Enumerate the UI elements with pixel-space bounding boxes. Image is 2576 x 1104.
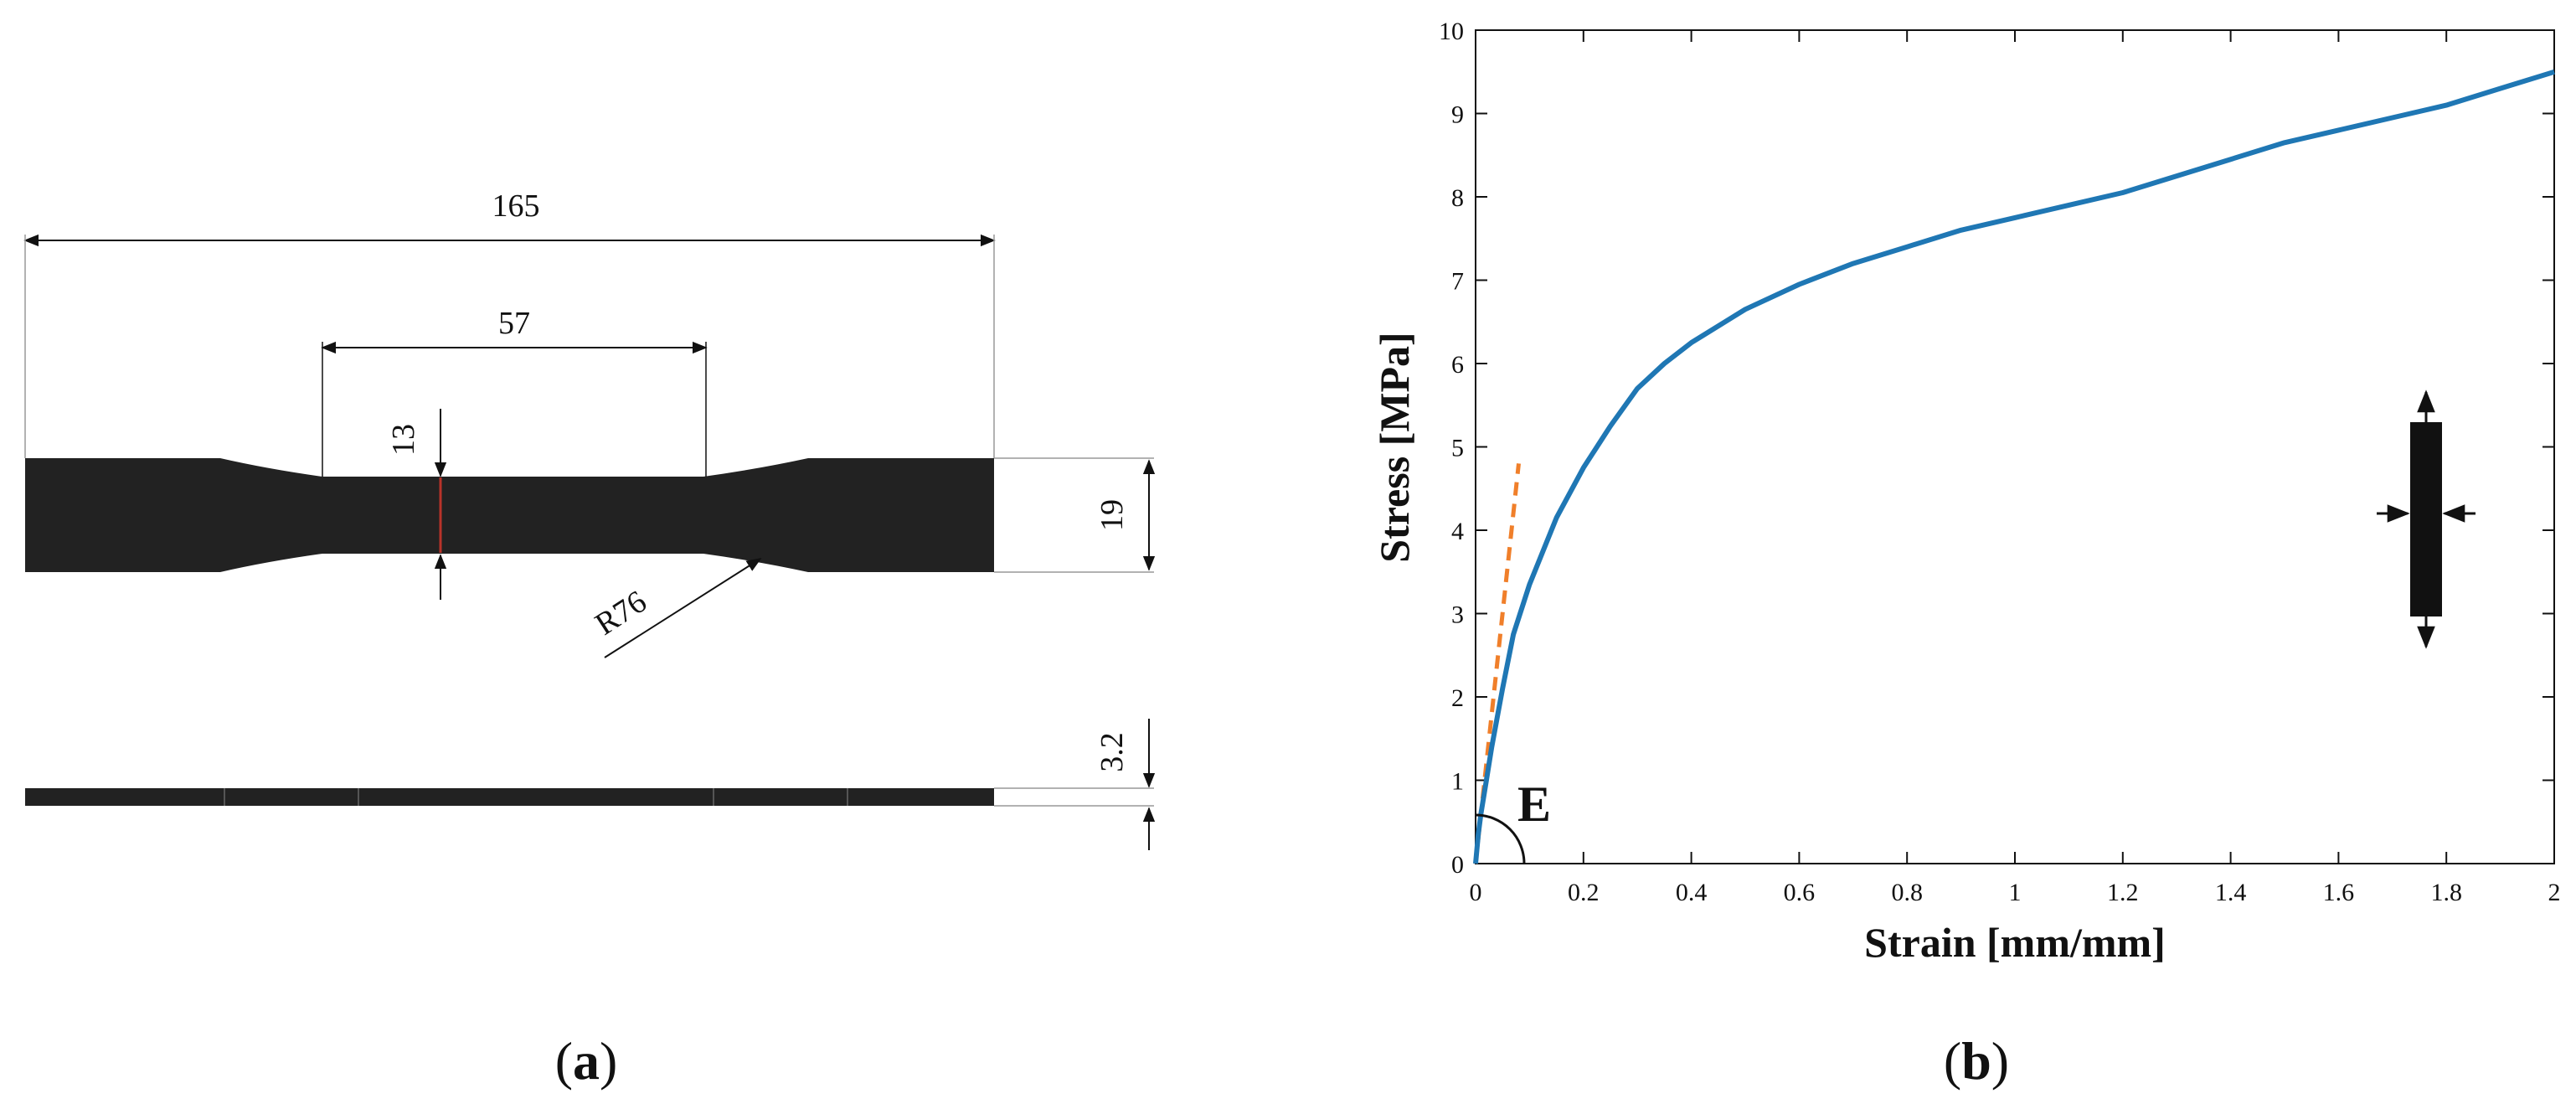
specimen-top-view: [25, 458, 994, 572]
x-tick-label: 1: [2009, 879, 2022, 906]
y-tick-label: 2: [1451, 684, 1464, 712]
y-tick-label: 7: [1451, 268, 1464, 296]
overall-length-label: 165: [492, 188, 540, 224]
y-tick-label: 9: [1451, 101, 1464, 129]
y-tick-labels: 0 1 2 3 4 5 6 7 8 9 10: [1439, 18, 1464, 879]
thickness-label: 3.2: [1095, 732, 1130, 772]
y-tick-label: 6: [1451, 351, 1464, 379]
y-tick-label: 1: [1451, 768, 1464, 796]
specimen-icon: [2410, 422, 2442, 616]
x-tick-label: 1.6: [2323, 879, 2355, 906]
x-tick-label: 1.8: [2430, 879, 2462, 906]
y-tick-label: 8: [1451, 184, 1464, 212]
loading-direction-icon: [2377, 389, 2476, 649]
x-tick-label: 0: [1470, 879, 1482, 906]
x-tick-labels: 0 0.2 0.4 0.6 0.8 1 1.2 1.4 1.6 1.8 2: [1470, 879, 2561, 906]
y-tick-label: 5: [1451, 435, 1464, 462]
plot-frame: [1475, 29, 2555, 864]
specimen-side-view: [25, 788, 994, 806]
modulus-label: E: [1517, 776, 1551, 832]
y-tick-label: 3: [1451, 601, 1464, 629]
y-axis-label: Stress [MPa]: [1371, 332, 1418, 562]
x-tick-label: 0.8: [1891, 879, 1923, 906]
narrow-width-label: 13: [386, 424, 421, 456]
modulus-angle-arc: [1475, 813, 1526, 864]
stress-strain-curve: [1473, 69, 2555, 864]
x-tick-label: 0.2: [1568, 879, 1600, 906]
x-axis-label: Strain [mm/mm]: [1864, 919, 2166, 966]
panel-a-label: (a): [555, 1031, 618, 1091]
panel-b-label: (b): [1944, 1031, 2009, 1091]
x-tick-label: 2: [2548, 879, 2561, 906]
radius-leader: [604, 558, 762, 658]
x-tick-label: 0.4: [1676, 879, 1708, 906]
y-tick-label: 0: [1451, 851, 1464, 879]
y-tick-label: 4: [1451, 518, 1464, 545]
x-tick-label: 1.4: [2215, 879, 2247, 906]
stress-strain-chart: 0 0.2 0.4 0.6 0.8 1 1.2 1.4 1.6 1.8 2 0 1 2 3 4 5 6 7 8 9 10…: [1371, 18, 2561, 966]
axis-ticks: [1475, 29, 2555, 864]
overall-width-label: 19: [1095, 499, 1130, 531]
x-tick-label: 1.2: [2107, 879, 2139, 906]
gauge-length-label: 57: [498, 306, 530, 341]
specimen-drawing: 165 57 13 19 R76 3.2: [23, 188, 1156, 850]
x-tick-label: 0.6: [1784, 879, 1816, 906]
y-tick-label: 10: [1439, 18, 1464, 45]
